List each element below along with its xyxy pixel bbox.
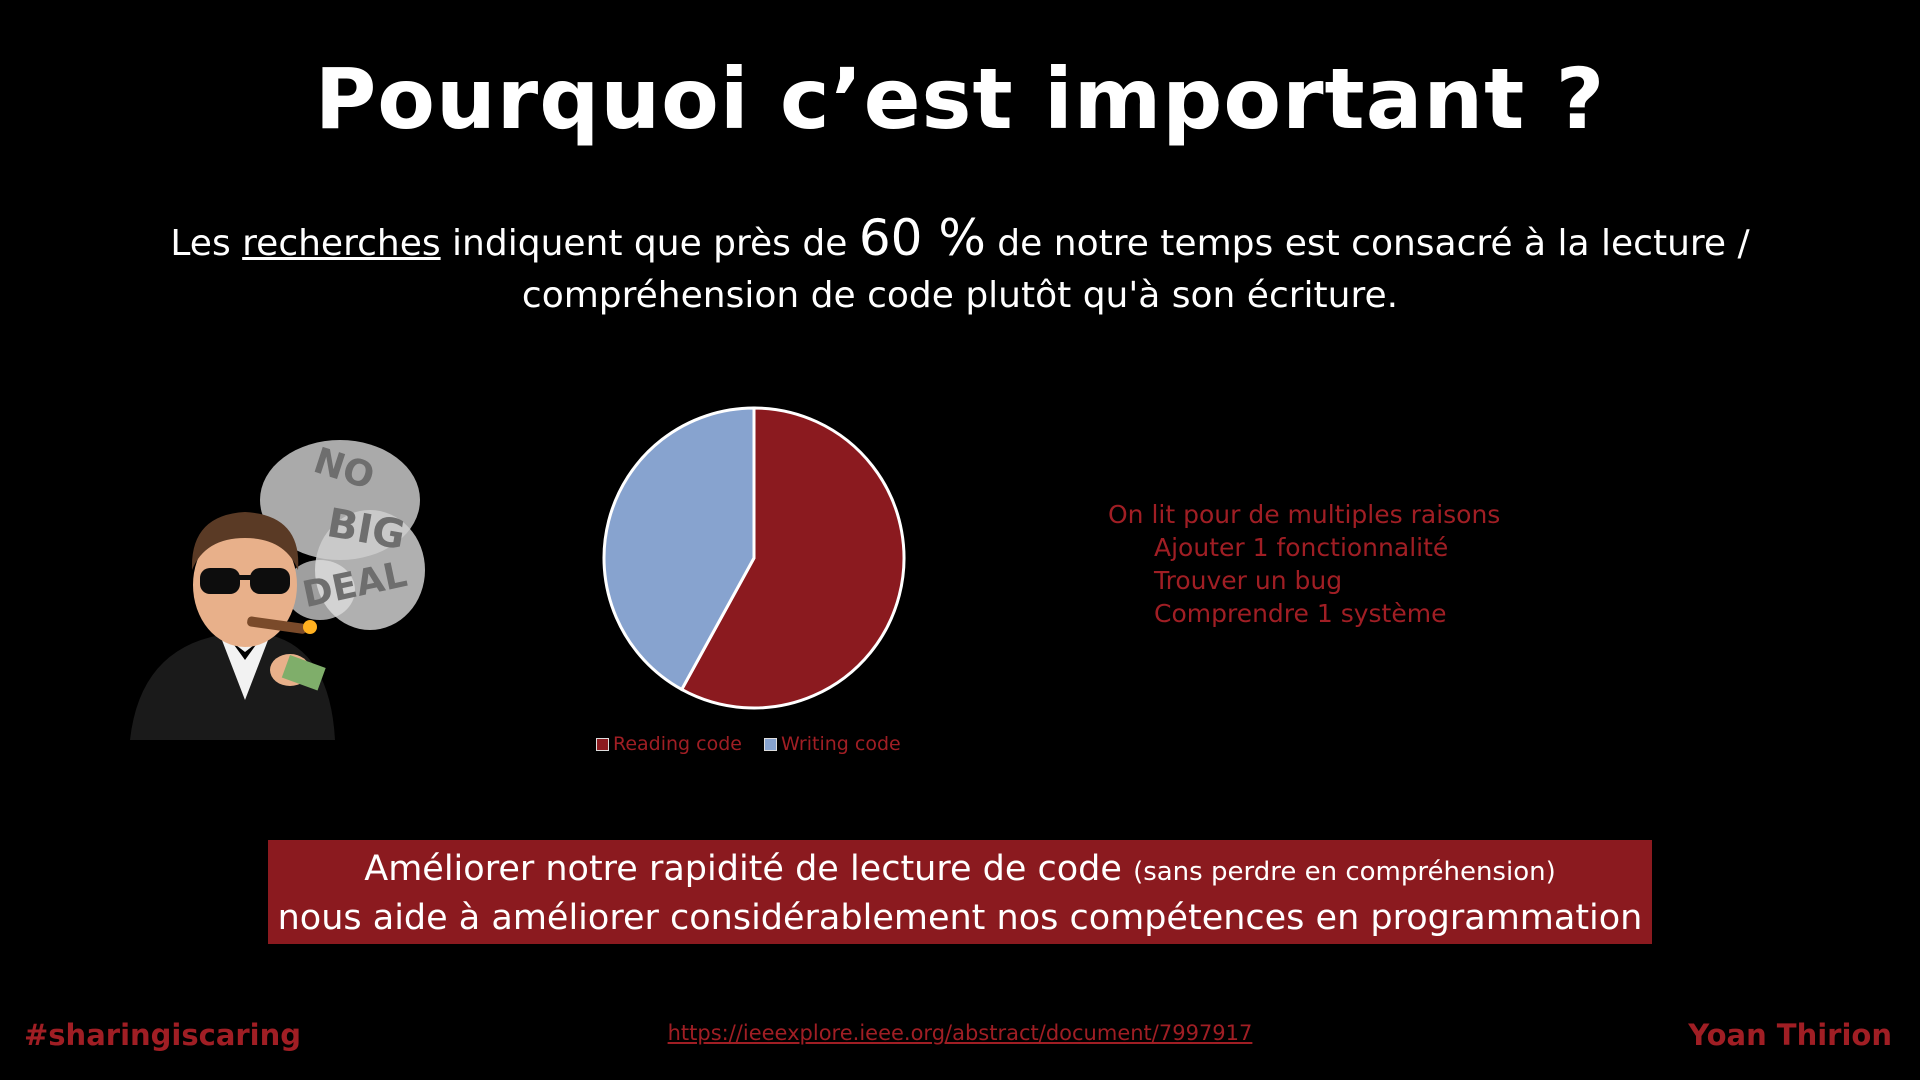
- smoke-cloud-3: [285, 560, 355, 620]
- money-bill: [281, 655, 326, 691]
- legend-swatch-reading: [596, 737, 609, 751]
- shirt: [220, 635, 270, 700]
- intro-percent: 60 %: [858, 209, 986, 267]
- pie-slice-writing-code: [602, 406, 756, 692]
- avatar-illustration: NO BIG DEAL: [110, 420, 430, 740]
- callout-line1-main: Améliorer notre rapidité de lecture de c…: [364, 849, 1122, 889]
- legend-label-reading: Reading code: [613, 733, 742, 755]
- callout-box: Améliorer notre rapidité de lecture de c…: [268, 840, 1652, 944]
- chart-legend: Reading code Writing code: [596, 733, 926, 755]
- source-link[interactable]: https://ieeexplore.ieee.org/abstract/doc…: [667, 1021, 1253, 1045]
- avatar-svg: NO BIG DEAL: [130, 440, 425, 740]
- legend-item-reading: Reading code: [596, 733, 742, 755]
- slide-title: Pourquoi c’est important ?: [314, 50, 1606, 148]
- reason-item: Comprendre 1 système: [1154, 599, 1447, 628]
- callout-line2: nous aide à améliorer considérablement n…: [277, 898, 1643, 938]
- callout-line1-small: (sans perdre en compréhension): [1133, 857, 1556, 887]
- sunglasses-left: [200, 568, 240, 594]
- face: [193, 523, 297, 647]
- reason-item: Ajouter 1 fonctionnalité: [1154, 533, 1449, 562]
- legend-swatch-writing: [763, 737, 777, 751]
- intro-text: Les recherches indiquent que près de 60 …: [120, 212, 1800, 322]
- cigar: [247, 616, 307, 634]
- sunglasses-bridge: [238, 575, 252, 580]
- pie-slice-reading-code: [679, 406, 906, 710]
- pie-chart: [596, 400, 912, 716]
- intro-middle: indiquent que près de: [440, 223, 859, 264]
- footer-author: Yoan Thirion: [1688, 1018, 1892, 1052]
- reason-item: Trouver un bug: [1154, 566, 1343, 595]
- sunglasses-right: [250, 568, 290, 594]
- reasons-heading: On lit pour de multiples raisons: [1108, 500, 1501, 529]
- cigar-ember: [303, 620, 317, 634]
- intro-line2: compréhension de code plutôt qu'à son éc…: [521, 275, 1399, 316]
- hair: [191, 512, 299, 570]
- intro-suffix: de notre temps est consacré à la lecture…: [985, 223, 1750, 264]
- bow-tie: [232, 642, 258, 660]
- legend-item-writing: Writing code: [763, 733, 901, 755]
- research-link[interactable]: recherches: [242, 223, 441, 264]
- pie-chart-svg: [602, 406, 906, 710]
- legend-label-writing: Writing code: [780, 733, 901, 755]
- intro-prefix: Les: [170, 223, 243, 264]
- footer-hashtag: #sharingiscaring: [24, 1018, 302, 1052]
- reasons-list: On lit pour de multiples raisons Ajouter…: [1108, 498, 1500, 630]
